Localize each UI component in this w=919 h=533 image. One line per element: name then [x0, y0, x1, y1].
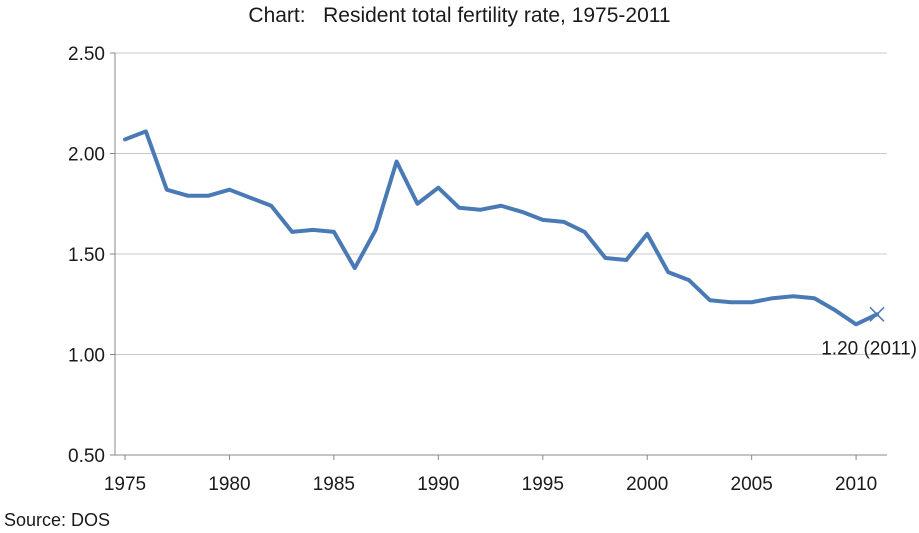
x-tick-label: 1980 — [208, 474, 250, 495]
y-tick-label: 0.50 — [68, 446, 105, 467]
x-tick-label: 2000 — [626, 474, 668, 495]
source-note: Source: DOS — [4, 510, 111, 530]
axes — [110, 52, 887, 460]
x-tick-label: 2010 — [835, 474, 877, 495]
x-tick-label: 1975 — [104, 474, 146, 495]
annotations: 1.20 (2011) — [821, 306, 917, 359]
y-tick-label: 1.00 — [68, 346, 105, 367]
x-tick-label: 1990 — [417, 474, 459, 495]
annotation-marker — [869, 306, 885, 322]
x-tick-label: 1985 — [313, 474, 355, 495]
y-tick-label: 2.50 — [68, 44, 105, 65]
y-tick-label: 2.00 — [68, 145, 105, 166]
series — [123, 129, 879, 327]
chart-title: Chart: Resident total fertility rate, 19… — [248, 4, 671, 27]
series-line — [123, 129, 879, 327]
y-tick-label: 1.50 — [68, 245, 105, 266]
gridlines — [115, 52, 887, 355]
tick-labels: 0.50 1.00 1.50 2.00 2.50 1975 1980 1985 1990 1995… — [68, 44, 877, 495]
x-tick-label: 1995 — [522, 474, 564, 495]
x-tick-label: 2005 — [731, 474, 773, 495]
annotation-label: 1.20 (2011) — [821, 338, 917, 359]
